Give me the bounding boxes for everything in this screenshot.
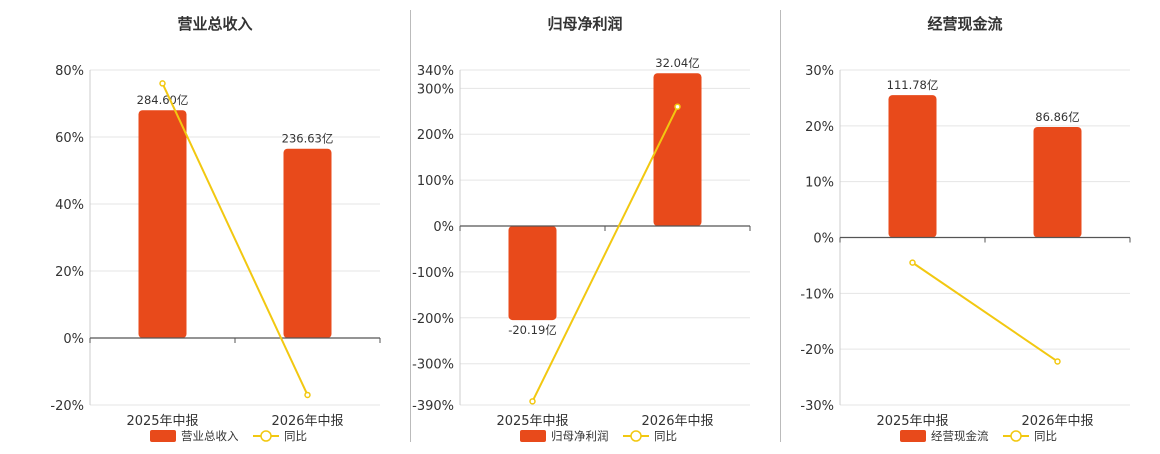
yoy-point [529, 398, 536, 405]
legend-bar-label: 归母净利润 [551, 429, 609, 443]
chart-panel-revenue: 营业总收入 80% 60% 40% 20% 0% -20% 284.60亿 236.63亿 202… [20, 0, 400, 450]
bar-value-label: 284.60亿 [137, 93, 189, 107]
yoy-point [159, 80, 166, 87]
y-tick-label: 60% [55, 131, 84, 146]
y-tick-label: -300% [412, 358, 454, 373]
yoy-line [531, 106, 679, 402]
bar-value-label: 32.04亿 [655, 56, 699, 70]
yoy-line [911, 261, 1059, 363]
chart-panel-net-profit: 归母净利润 340% 300% 200% 100% 0% -100% -200% -300% -3… [390, 0, 770, 450]
y-tick-label: 40% [55, 198, 84, 213]
x-category-label: 2025年中报 [496, 414, 568, 429]
legend-bar-swatch [520, 430, 546, 442]
bar-value-label: 86.86亿 [1035, 110, 1079, 124]
x-category-label: 2026年中报 [641, 414, 713, 429]
chart-panel-cash-flow: 经营现金流 30% 20% 10% 0% -10% -20% -30% 111.78亿 86.86… [770, 0, 1150, 450]
y-tick-label: 30% [805, 64, 834, 79]
bar [508, 226, 557, 321]
panel-divider [410, 10, 411, 442]
cash-flow-chart: 经营现金流 30% 20% 10% 0% -10% -20% -30% 111.78亿 86.86… [800, 15, 1131, 443]
legend-bar-label: 经营现金流 [931, 429, 989, 443]
bar [138, 110, 187, 338]
yoy-point [909, 259, 916, 266]
bar-value-label: -20.19亿 [508, 323, 557, 337]
y-tick-label: 10% [805, 176, 834, 191]
y-tick-label: -100% [412, 266, 454, 281]
y-tick-label: -30% [800, 399, 834, 414]
legend-line-marker [630, 430, 642, 442]
net-profit-chart: 归母净利润 340% 300% 200% 100% 0% -100% -200% -300% -3… [412, 15, 751, 443]
y-tick-label: 100% [417, 174, 454, 189]
legend-bar-label: 营业总收入 [181, 429, 239, 443]
y-tick-label: 20% [805, 120, 834, 135]
y-tick-label: 0% [433, 220, 454, 235]
chart-title: 归母净利润 [547, 15, 622, 33]
y-tick-label: 0% [63, 332, 84, 347]
y-tick-label: -20% [800, 343, 834, 358]
yoy-point [1054, 358, 1061, 365]
legend-line-label: 同比 [1034, 429, 1057, 443]
panel-divider [780, 10, 781, 442]
y-tick-label: -10% [800, 287, 834, 302]
bar [1033, 126, 1082, 238]
y-tick-label: -390% [412, 399, 454, 414]
x-category-label: 2025年中报 [876, 414, 948, 429]
legend-bar-swatch [900, 430, 926, 442]
y-tick-label: 340% [417, 64, 454, 79]
y-tick-label: -200% [412, 312, 454, 327]
y-tick-label: 200% [417, 128, 454, 143]
y-tick-label: 20% [55, 265, 84, 280]
revenue-chart: 营业总收入 80% 60% 40% 20% 0% -20% 284.60亿 236.63亿 202… [50, 15, 381, 443]
bar [653, 73, 702, 227]
legend-line-label: 同比 [654, 429, 677, 443]
x-category-label: 2026年中报 [271, 414, 343, 429]
yoy-point [674, 103, 681, 110]
legend-line-marker [260, 430, 272, 442]
yoy-line [161, 82, 309, 396]
y-tick-label: -20% [50, 399, 84, 414]
bar-value-label: 236.63亿 [282, 132, 334, 146]
legend-line-marker [1010, 430, 1022, 442]
legend-line-label: 同比 [284, 429, 307, 443]
x-category-label: 2026年中报 [1021, 414, 1093, 429]
legend-bar-swatch [150, 430, 176, 442]
y-tick-label: 80% [55, 64, 84, 79]
chart-title: 经营现金流 [927, 15, 1002, 33]
bar-value-label: 111.78亿 [887, 78, 939, 92]
yoy-point [304, 391, 311, 399]
chart-title: 营业总收入 [177, 15, 252, 33]
bar [283, 148, 332, 338]
y-tick-label: 300% [417, 82, 454, 97]
y-tick-label: 0% [813, 232, 834, 247]
x-category-label: 2025年中报 [126, 414, 198, 429]
bar [888, 95, 937, 238]
